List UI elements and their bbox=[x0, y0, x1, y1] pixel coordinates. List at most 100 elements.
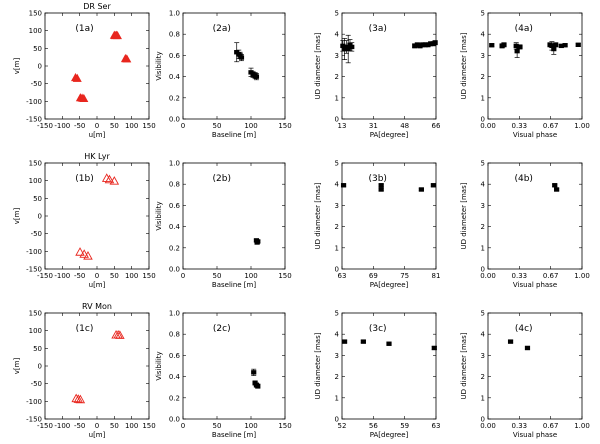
data-point bbox=[507, 339, 514, 344]
data-point bbox=[253, 74, 260, 79]
y-tick-label: 0.6 bbox=[169, 352, 181, 360]
x-tick-label: 0.33 bbox=[512, 422, 528, 430]
x-tick-label: 56 bbox=[369, 422, 378, 430]
y-tick-label: 50 bbox=[33, 45, 42, 53]
data-point bbox=[553, 42, 559, 47]
y-tick-label: 1 bbox=[481, 394, 485, 402]
y-tick-label: -50 bbox=[31, 230, 42, 238]
y-axis-label: UD diameter [mas] bbox=[460, 332, 468, 399]
plot-frame bbox=[182, 312, 286, 420]
data-point bbox=[551, 46, 557, 52]
data-point bbox=[420, 42, 426, 47]
y-tick-label: 2 bbox=[335, 223, 339, 231]
x-tick-label: 100 bbox=[244, 122, 257, 130]
data-point bbox=[341, 339, 348, 344]
data-point bbox=[517, 44, 523, 50]
y-tick-label: 4 bbox=[481, 31, 486, 39]
y-tick-label: 1 bbox=[335, 244, 339, 252]
data-point bbox=[562, 43, 568, 48]
y-tick-label: 150 bbox=[29, 160, 42, 168]
y-tick-label: 4 bbox=[481, 331, 486, 339]
y-tick-label: 0 bbox=[481, 416, 485, 424]
y-tick-label: 0 bbox=[335, 266, 339, 274]
data-point bbox=[71, 393, 81, 403]
data-point bbox=[340, 43, 346, 49]
y-axis-label: UD diameter [mas] bbox=[314, 182, 322, 249]
x-tick-label: -100 bbox=[54, 272, 70, 280]
plot-frame bbox=[44, 12, 150, 120]
x-tick-label: 50 bbox=[213, 422, 222, 430]
y-tick-label: 0.2 bbox=[169, 394, 180, 402]
y-tick-label: 50 bbox=[33, 195, 42, 203]
data-point bbox=[549, 43, 555, 49]
x-tick-label: 50 bbox=[110, 122, 119, 130]
x-tick-label: 50 bbox=[213, 272, 222, 280]
x-tick-label: 52 bbox=[338, 422, 347, 430]
panel-label: (2b) bbox=[213, 174, 231, 184]
y-tick-label: 100 bbox=[29, 327, 42, 335]
x-tick-label: 50 bbox=[110, 272, 119, 280]
panel-label: (1c) bbox=[76, 324, 94, 334]
x-tick-label: 100 bbox=[125, 422, 138, 430]
x-tick-label: 0 bbox=[95, 272, 99, 280]
data-point bbox=[552, 183, 558, 188]
panel-1c: -150 -100 -50 0 50 100 150-150-100-50050100150… bbox=[13, 302, 156, 439]
plot-frame bbox=[182, 162, 286, 270]
y-tick-label: 0.2 bbox=[169, 244, 180, 252]
panel-label: (2a) bbox=[213, 24, 231, 34]
y-tick-label: 5 bbox=[481, 160, 485, 168]
y-tick-label: 3 bbox=[481, 52, 485, 60]
y-tick-label: 3 bbox=[335, 52, 339, 60]
x-tick-label: 59 bbox=[400, 422, 409, 430]
plot-frame bbox=[182, 12, 286, 120]
y-tick-label: 5 bbox=[335, 10, 339, 18]
y-tick-label: -150 bbox=[26, 266, 42, 274]
panel-1b: -150 -100 -50 0 50 100 150-150-100-50050100150… bbox=[13, 152, 156, 289]
x-tick-label: 0.67 bbox=[543, 122, 559, 130]
y-tick-label: -150 bbox=[26, 416, 42, 424]
y-axis-label: Visibility bbox=[155, 51, 163, 80]
y-tick-label: 5 bbox=[481, 10, 485, 18]
x-tick-label: 100 bbox=[125, 122, 138, 130]
data-point bbox=[122, 54, 132, 63]
y-tick-label: 1 bbox=[335, 394, 339, 402]
y-tick-label: 1 bbox=[335, 94, 339, 102]
x-tick-label: 100 bbox=[244, 272, 257, 280]
data-point bbox=[386, 341, 392, 346]
panel-3b: 63 69 75 81 0 1 2 3 4 5 PA[degree] UD diameter [mas… bbox=[314, 160, 440, 290]
data-point bbox=[425, 42, 431, 47]
x-tick-label: 0.00 bbox=[480, 122, 496, 130]
chart-title: DR Ser bbox=[83, 2, 111, 11]
x-axis-label: u[m] bbox=[89, 281, 106, 289]
data-point bbox=[489, 43, 495, 48]
x-tick-label: 48 bbox=[400, 122, 409, 130]
x-axis-label: Baseline [m] bbox=[212, 281, 256, 289]
data-point bbox=[418, 187, 424, 192]
plot-frame bbox=[341, 162, 437, 270]
y-tick-label: 100 bbox=[29, 177, 42, 185]
y-tick-label: -50 bbox=[31, 380, 42, 388]
y-tick-label: 0.6 bbox=[169, 202, 181, 210]
x-tick-label: 150 bbox=[278, 272, 291, 280]
plot-frame bbox=[341, 12, 437, 120]
data-point bbox=[115, 330, 125, 339]
x-tick-label: 0.67 bbox=[543, 422, 559, 430]
x-tick-label: 0 bbox=[181, 422, 185, 430]
x-tick-label: 150 bbox=[142, 272, 155, 280]
y-tick-label: 2 bbox=[335, 73, 339, 81]
y-tick-label: 4 bbox=[335, 181, 340, 189]
data-point bbox=[501, 42, 507, 47]
plot-frame bbox=[44, 312, 150, 420]
data-point bbox=[431, 345, 437, 351]
y-tick-label: 0.8 bbox=[169, 31, 180, 39]
x-axis-label: PA[degree] bbox=[370, 131, 409, 139]
data-point bbox=[238, 55, 245, 60]
panel-2a: 0 50 100 150 0.0 0.2 0.4 0.6 0.8 1.0 Baseline [m] V… bbox=[155, 10, 292, 140]
y-tick-label: -150 bbox=[26, 116, 42, 124]
y-tick-label: 5 bbox=[335, 160, 339, 168]
x-tick-label: 0.33 bbox=[512, 272, 528, 280]
y-tick-label: 3 bbox=[481, 352, 485, 360]
panel-label: (4c) bbox=[515, 324, 533, 334]
x-tick-label: 50 bbox=[110, 422, 119, 430]
y-tick-label: 150 bbox=[29, 10, 42, 18]
